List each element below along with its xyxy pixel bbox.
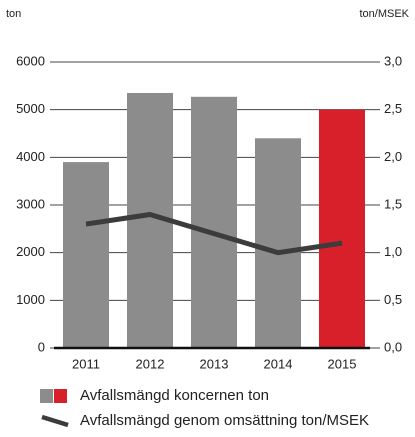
line: [85, 212, 343, 256]
x-tick-label: 2013: [200, 356, 229, 371]
legend-label: Avfallsmängd koncernen ton: [80, 387, 269, 404]
y-tick-label: 5000: [16, 101, 45, 116]
y-tick-label: 0: [38, 339, 45, 354]
bar: [319, 109, 365, 349]
y-axis-label: ton: [6, 8, 21, 20]
y-tick-label: 4000: [16, 149, 45, 164]
y2-tick-label: 1,5: [384, 196, 402, 211]
legend-label: Avfallsmängd genom omsättning ton/MSEK: [80, 412, 369, 429]
y2-tick-label: 2,5: [384, 101, 402, 116]
x-tick-label: 2012: [136, 356, 165, 371]
y-tick-label: 2000: [16, 244, 45, 259]
x-tick-label: 2011: [72, 356, 100, 371]
bar: [63, 162, 109, 348]
y-tick-label: 3000: [16, 196, 45, 211]
x-tick-label: 2014: [264, 356, 293, 371]
y-tick-label: 6000: [16, 53, 45, 68]
bar: [191, 96, 237, 349]
y2-tick-label: 0,5: [384, 292, 402, 307]
legend-swatch: [41, 414, 69, 428]
y-tick-label: 1000: [16, 292, 45, 307]
legend-swatch: [54, 389, 67, 403]
y2-tick-label: 1,0: [384, 244, 402, 259]
legend-swatch: [40, 389, 53, 403]
y2-axis-label: ton/MSEK: [359, 8, 409, 20]
y2-tick-label: 0,0: [384, 339, 402, 354]
bar: [255, 138, 301, 348]
y2-tick-label: 3,0: [384, 53, 402, 68]
x-tick-label: 2015: [328, 356, 357, 371]
y2-tick-label: 2,0: [384, 149, 402, 164]
